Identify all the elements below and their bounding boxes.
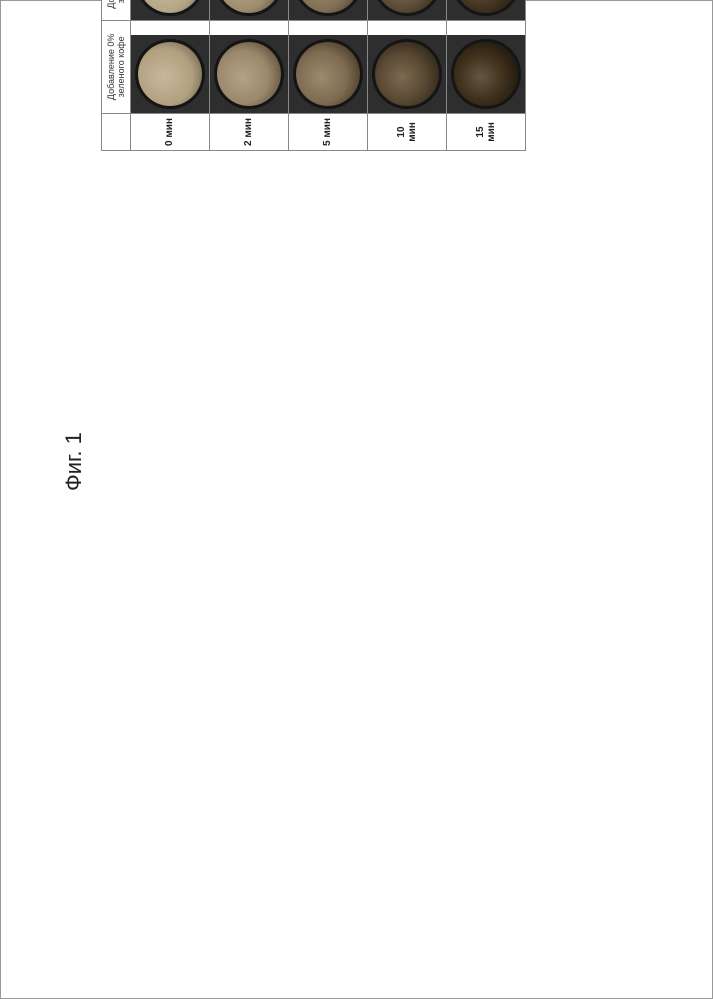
cup-photo: [368, 35, 446, 113]
column-header-row: Добавление 0% зеленого кофе Добавление 1…: [102, 0, 131, 151]
cup-rim: [135, 0, 205, 16]
grid-body: 0 мин2 мин5 мин10 мин15 мин: [131, 0, 526, 151]
col-head-0: Добавление 0% зеленого кофе: [102, 20, 131, 113]
col-head-1: Добавление 10% зеленого кофе: [102, 0, 131, 20]
cup-photo: [131, 35, 209, 113]
sample-cell: [368, 0, 447, 20]
sample-cell: [289, 0, 368, 20]
row-head-4: 15 мин: [447, 114, 526, 151]
crema-surface: [138, 0, 202, 13]
sample-grid: Добавление 0% зеленого кофе Добавление 1…: [101, 0, 526, 151]
cup-rim: [214, 0, 284, 16]
cup-rim: [372, 0, 442, 16]
cup-rim: [214, 39, 284, 109]
row-head-2: 5 мин: [289, 114, 368, 151]
cup-photo: [131, 0, 209, 20]
table-row: 15 мин: [447, 0, 526, 151]
cup-photo: [289, 35, 367, 113]
cup-rim: [135, 39, 205, 109]
row-head-1: 2 мин: [210, 114, 289, 151]
figure-grid-wrapper: Добавление 0% зеленого кофе Добавление 1…: [101, 0, 526, 151]
cup-photo: [447, 0, 525, 20]
sample-cell: [368, 20, 447, 113]
row-head-3: 10 мин: [368, 114, 447, 151]
sample-cell: [131, 20, 210, 113]
cup-photo: [289, 0, 367, 20]
crema-surface: [454, 42, 518, 106]
crema-surface: [296, 0, 360, 13]
crema-surface: [217, 0, 281, 13]
cup-rim: [451, 0, 521, 16]
crema-surface: [375, 0, 439, 13]
figure-label: Фиг. 1: [61, 432, 87, 491]
corner-cell: [102, 114, 131, 151]
table-row: 2 мин: [210, 0, 289, 151]
sample-cell: [210, 20, 289, 113]
cup-photo: [210, 0, 288, 20]
crema-surface: [375, 42, 439, 106]
cup-rim: [372, 39, 442, 109]
sample-cell: [289, 20, 368, 113]
sample-cell: [210, 0, 289, 20]
table-row: 5 мин: [289, 0, 368, 151]
sample-cell: [131, 0, 210, 20]
cup-rim: [293, 0, 363, 16]
page-frame: Фиг. 1 Добавление 0% зеленого кофе Добав…: [0, 0, 713, 999]
crema-surface: [454, 0, 518, 13]
table-row: 0 мин: [131, 0, 210, 151]
cup-photo: [210, 35, 288, 113]
sample-cell: [447, 0, 526, 20]
sample-cell: [447, 20, 526, 113]
table-row: 10 мин: [368, 0, 447, 151]
cup-rim: [293, 39, 363, 109]
cup-photo: [368, 0, 446, 20]
crema-surface: [138, 42, 202, 106]
crema-surface: [296, 42, 360, 106]
crema-surface: [217, 42, 281, 106]
cup-rim: [451, 39, 521, 109]
cup-photo: [447, 35, 525, 113]
row-head-0: 0 мин: [131, 114, 210, 151]
